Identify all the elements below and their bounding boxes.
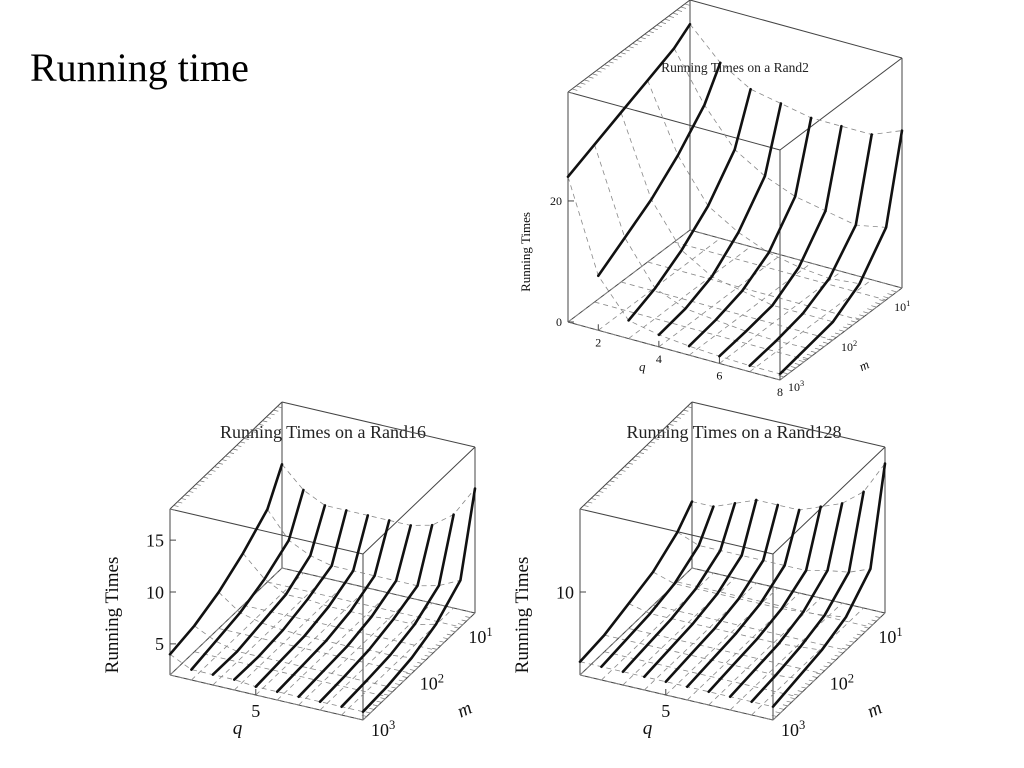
series-line-q4: [233, 509, 348, 681]
series-line-q1: [566, 22, 692, 178]
series-line-q5: [664, 503, 780, 684]
series-line-q9: [750, 490, 865, 704]
series-line-q2: [190, 488, 305, 671]
chart-title: Running Times on a Rand128: [626, 422, 841, 442]
z-tick-label: 5: [155, 634, 164, 654]
z-tick-label: 10: [146, 582, 164, 602]
series-line-q9: [340, 513, 455, 709]
minor-ticks: [579, 406, 881, 721]
series-curves: [578, 462, 887, 709]
z-tick-label: 15: [146, 530, 164, 550]
x-axis-label: q: [639, 359, 646, 374]
series-line-q1: [578, 500, 694, 664]
series-line-q7: [707, 505, 823, 694]
series-line-q7: [297, 524, 413, 699]
series-line-q3: [621, 501, 737, 674]
y-tick-label: 102: [830, 671, 854, 693]
surface-mesh: [567, 23, 903, 375]
z-tick-label: 0: [556, 315, 562, 329]
x-axis-label: q: [643, 718, 653, 739]
series-curves: [168, 462, 477, 714]
series-line-q10: [361, 487, 477, 714]
series-line-q8: [728, 502, 844, 699]
z-tick-label: 20: [550, 194, 562, 208]
chart-title: Running Times on a Rand16: [220, 422, 426, 442]
y-tick-label: 103: [781, 718, 805, 740]
series-line-q3: [627, 87, 752, 322]
series-curves: [566, 22, 904, 376]
y-axis-label: m: [864, 698, 885, 723]
series-line-q8: [778, 129, 904, 376]
series-line-q10: [771, 462, 887, 709]
y-tick-label: 103: [371, 718, 395, 740]
x-axis-label: q: [233, 718, 243, 739]
surface-mesh: [169, 464, 476, 713]
x-tick-label: 4: [656, 352, 662, 366]
x-tick-label: 6: [716, 368, 722, 382]
y-tick-label: 102: [841, 339, 857, 354]
y-tick-label: 102: [420, 671, 444, 693]
series-line-q5: [254, 514, 370, 689]
minor-ticks: [567, 3, 897, 381]
series-line-q4: [657, 102, 783, 337]
series-line-q2: [600, 505, 715, 669]
series-line-q3: [211, 504, 327, 676]
x-tick-label: 5: [661, 701, 670, 721]
y-tick-label: 101: [894, 299, 910, 314]
z-tick-label: 10: [556, 582, 574, 602]
series-line-q6: [275, 519, 391, 694]
slide-title: Running time: [30, 45, 249, 90]
x-tick-label: 2: [595, 335, 601, 349]
y-tick-label: 101: [878, 625, 902, 647]
series-line-q5: [687, 116, 813, 348]
y-tick-label: 101: [468, 625, 492, 647]
series-line-q8: [318, 523, 434, 704]
minor-ticks: [169, 406, 471, 721]
x-tick-label: 5: [251, 701, 260, 721]
z-axis-label: Running Times: [518, 212, 533, 292]
z-axis-label: Running Times: [102, 557, 123, 674]
chart-title: Running Times on a Rand2: [661, 60, 809, 75]
z-axis-label: Running Times: [512, 557, 533, 674]
series-line-q6: [718, 124, 843, 358]
series-line-q4: [642, 498, 758, 679]
series-line-q2: [596, 61, 722, 278]
series-line-q7: [748, 133, 874, 368]
x-tick-label: 8: [777, 385, 783, 399]
surface-mesh: [579, 463, 886, 708]
series-line-q1: [168, 462, 284, 656]
series-line-q6: [685, 508, 801, 689]
y-tick-label: 103: [788, 379, 804, 394]
